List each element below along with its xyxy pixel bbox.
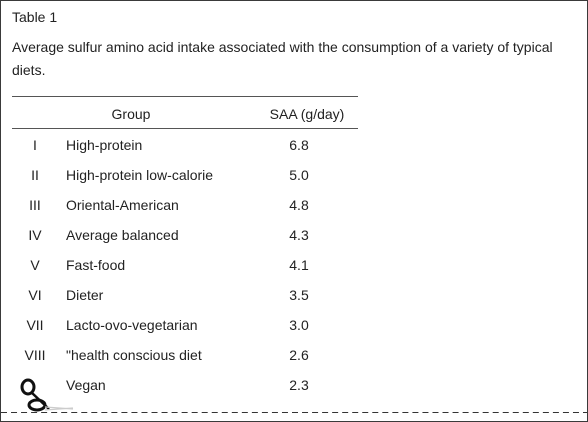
row-group: Vegan <box>66 377 106 393</box>
row-saa: 4.3 <box>289 227 309 243</box>
row-group: "health conscious diet <box>66 347 202 363</box>
row-saa: 3.5 <box>289 287 309 303</box>
row-number: IV <box>28 227 42 243</box>
row-number: VI <box>28 287 42 303</box>
row-group: Fast-food <box>66 257 126 273</box>
row-saa: 3.0 <box>289 317 309 333</box>
top-rule <box>12 96 358 97</box>
cut-off-area <box>1 413 587 421</box>
row-group: High-protein low-calorie <box>66 167 214 183</box>
row-group: Dieter <box>66 287 104 303</box>
row-group: Oriental-American <box>66 197 179 213</box>
row-saa: 4.1 <box>289 257 309 273</box>
table-label: Table 1 <box>12 9 58 25</box>
header-rule <box>12 128 358 129</box>
row-saa: 2.6 <box>289 347 309 363</box>
table-row: VII Lacto-ovo-vegetarian 3.0 <box>12 309 358 339</box>
table-row: V Fast-food 4.1 <box>12 249 358 279</box>
row-group: Lacto-ovo-vegetarian <box>66 317 198 333</box>
table-caption: Average sulfur amino acid intake associa… <box>12 39 553 78</box>
table-row: II High-protein low-calorie 5.0 <box>12 159 358 189</box>
row-number: II <box>31 167 39 183</box>
header-saa: SAA (g/day) <box>269 106 345 122</box>
row-saa: 5.0 <box>289 167 309 183</box>
row-number: I <box>33 137 37 153</box>
row-group: High-protein <box>66 137 143 153</box>
row-group: Average balanced <box>66 227 179 243</box>
row-number: VIII <box>24 347 46 363</box>
table-row: IV Average balanced 4.3 <box>12 219 358 249</box>
header-group: Group <box>111 106 151 122</box>
row-saa: 6.8 <box>289 137 309 153</box>
scissors-icon[interactable] <box>15 377 75 413</box>
table-row: III Oriental-American 4.8 <box>12 189 358 219</box>
table-row: Vegan 2.3 <box>12 369 358 399</box>
table-header-row: Group SAA (g/day) <box>12 97 358 128</box>
table-body: I High-protein 6.8 II High-protein low-calor… <box>12 129 358 399</box>
row-number: III <box>29 197 41 213</box>
row-saa: 2.3 <box>289 377 309 393</box>
row-saa: 4.8 <box>289 197 309 213</box>
data-table: Group SAA (g/day) I High-protein 6.8 II High… <box>12 96 358 399</box>
row-number: V <box>30 257 40 273</box>
table-row: I High-protein 6.8 <box>12 129 358 159</box>
table-row: VIII "health conscious diet 2.6 <box>12 339 358 369</box>
row-number: VII <box>26 317 44 333</box>
table-row: VI Dieter 3.5 <box>12 279 358 309</box>
